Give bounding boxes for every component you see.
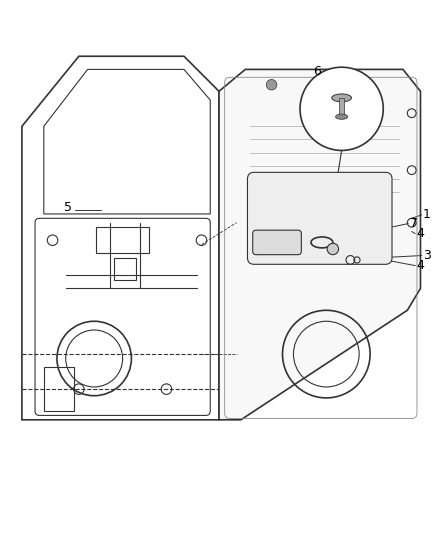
Text: 3: 3: [423, 249, 431, 262]
Text: 4: 4: [416, 227, 424, 240]
FancyBboxPatch shape: [247, 172, 392, 264]
Polygon shape: [219, 69, 420, 420]
Circle shape: [327, 243, 339, 255]
Ellipse shape: [336, 114, 348, 119]
Circle shape: [266, 79, 277, 90]
Circle shape: [310, 79, 321, 90]
Bar: [339, 98, 344, 115]
Circle shape: [354, 79, 364, 90]
Text: 6: 6: [313, 65, 321, 78]
Bar: [44, 367, 74, 411]
Ellipse shape: [332, 94, 351, 102]
Text: 1: 1: [423, 208, 431, 221]
Text: 5: 5: [64, 201, 72, 214]
Text: 7: 7: [410, 217, 417, 230]
Bar: [114, 258, 136, 280]
Bar: [96, 227, 149, 253]
FancyBboxPatch shape: [253, 230, 301, 255]
Circle shape: [300, 67, 383, 150]
Text: 4: 4: [416, 259, 424, 272]
